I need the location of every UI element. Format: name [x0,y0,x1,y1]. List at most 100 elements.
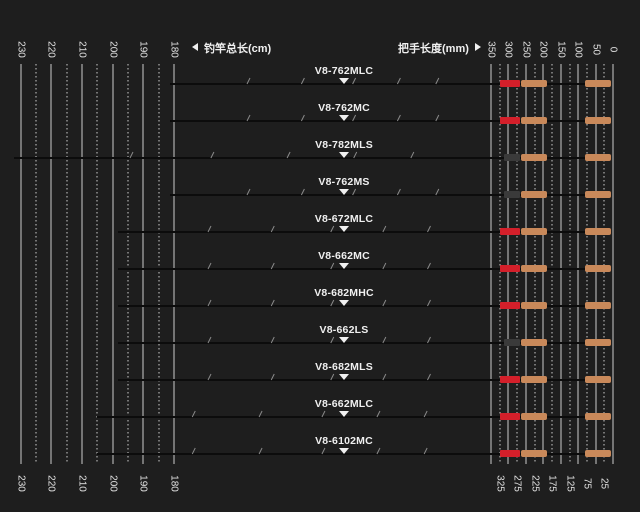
rod-guide [352,77,357,85]
rod-guide [382,262,387,270]
fore-grip [521,450,547,457]
rod-guide [423,447,428,455]
rod-guide [191,447,196,455]
reel-seat [500,413,520,420]
reel-seat [500,450,520,457]
rod-center-marker-icon [339,152,349,158]
fore-grip [521,80,547,87]
rod-guide [435,114,440,122]
rod-center-marker-icon [339,226,349,232]
rod-center-marker-icon [339,189,349,195]
total-length-tick-top: 230 [15,41,27,58]
total-length-tick-top: 180 [168,41,180,58]
rod-guide [246,188,251,196]
rod-model-label: V8-782MLS [315,139,373,151]
rod-guide [300,114,305,122]
rod-guide [435,188,440,196]
rod-guide [396,114,401,122]
handle-tick-top: 150 [555,41,567,58]
rod-guide [129,151,134,159]
handle-tick-bottom: 175 [546,475,558,492]
handle-tick-bottom: 75 [581,477,593,490]
reel-seat [500,265,520,272]
rod-guide [330,262,335,270]
reel-seat [504,191,520,198]
rod-guide [330,336,335,344]
rod-guide [427,299,431,307]
handle-tick-top: 250 [520,41,532,58]
rod-guide [270,336,275,344]
rod-guide [376,447,381,455]
handle-tick-bottom: 125 [564,475,576,492]
rod-guide [352,188,357,196]
rod-center-marker-icon [339,374,349,380]
fore-grip [521,265,547,272]
rod-guide [396,188,401,196]
rod-guide [382,299,387,307]
rear-grip [585,339,611,346]
reel-seat [500,117,520,124]
rod-guide [207,225,212,233]
rod-center-marker-icon [339,115,349,121]
rod-guide [410,151,415,159]
left-arrow-icon [192,43,198,51]
total-length-label: 钓竿总长(cm) [204,43,272,55]
handle-tick-bottom: 275 [511,475,523,492]
rod-model-label: V8-672MLC [314,213,374,225]
rear-grip [585,376,611,383]
rod-model-label: V8-662MLC [314,398,374,410]
rod-center-marker-icon [339,78,349,84]
handle-tick-top: 50 [590,43,602,56]
fore-grip [521,117,547,124]
rear-grip [585,450,611,457]
rod-guide [207,299,212,307]
rod-model-label: V8-762MS [318,176,370,188]
handle-tick-top: 350 [485,41,497,58]
rod-guide [330,373,335,381]
rod-guide [286,151,291,159]
rear-grip [585,265,611,272]
rod-guide [382,225,387,233]
rod-guide [321,410,326,418]
rod-guide [353,151,358,159]
total-length-tick-bottom: 200 [107,475,119,492]
rod-guide [258,447,263,455]
rear-grip [585,302,611,309]
rod-center-marker-icon [339,448,349,454]
handle-tick-bottom: 225 [529,475,541,492]
rod-guide [382,336,387,344]
rear-grip [585,80,611,87]
fore-grip [521,228,547,235]
total-length-tick-bottom: 230 [15,475,27,492]
fore-grip [521,302,547,309]
rod-guide [352,114,357,122]
reel-seat [500,80,520,87]
reel-seat [500,376,520,383]
rod-guide [330,299,335,307]
total-length-tick-top: 220 [45,41,57,58]
reel-seat [504,339,520,346]
reel-seat [500,228,520,235]
rod-guide [321,447,326,455]
rear-grip [585,191,611,198]
rear-grip [585,228,611,235]
rod-model-label: V8-662MC [318,250,370,262]
rod-guide [207,373,212,381]
fore-grip [521,339,547,346]
rod-guide [427,225,431,233]
handle-tick-top: 100 [572,41,584,58]
fore-grip [521,413,547,420]
rod-guide [210,151,215,159]
rod-model-label: V8-682MHC [314,287,374,299]
fore-grip [521,376,547,383]
rod-guide [396,77,401,85]
rod-guide [270,262,275,270]
rod-guide [423,410,428,418]
rod-guide [300,77,305,85]
rear-grip [585,117,611,124]
rod-guide [376,410,381,418]
rod-guide [382,373,387,381]
handle-tick-top: 0 [607,46,619,53]
